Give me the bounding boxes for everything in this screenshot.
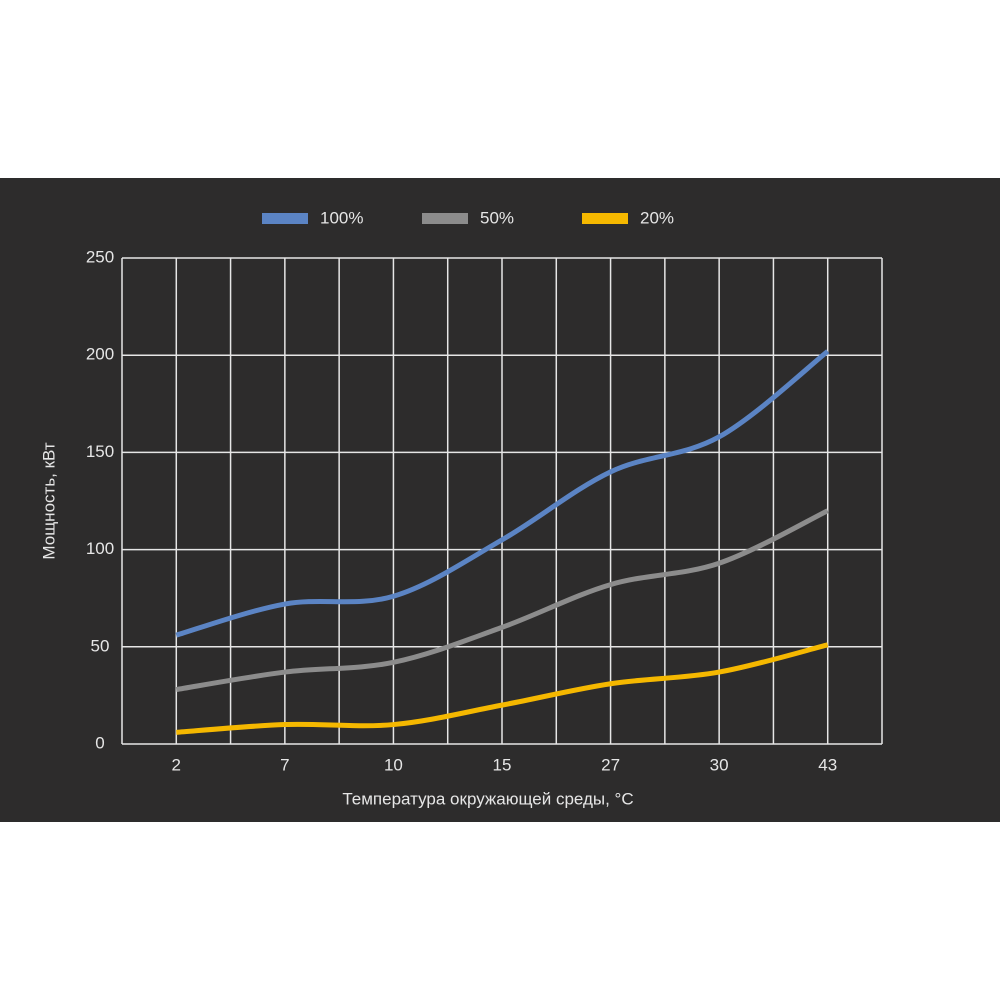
legend-swatch [422, 213, 468, 224]
y-tick-label: 250 [86, 247, 114, 266]
y-tick-label: 50 [91, 636, 110, 655]
legend-swatch [582, 213, 628, 224]
x-tick-label: 15 [493, 755, 512, 774]
y-tick-label: 100 [86, 539, 114, 558]
x-tick-label: 43 [818, 755, 837, 774]
legend-swatch [262, 213, 308, 224]
legend-label: 100% [320, 208, 363, 227]
y-axis-label: Мощность, кВт [39, 442, 58, 559]
y-tick-label: 150 [86, 442, 114, 461]
x-tick-label: 10 [384, 755, 403, 774]
x-tick-label: 7 [280, 755, 289, 774]
chart-background [0, 178, 1000, 822]
y-tick-label: 200 [86, 345, 114, 364]
legend-label: 50% [480, 208, 514, 227]
legend-label: 20% [640, 208, 674, 227]
x-axis-label: Температура окружающей среды, °C [342, 789, 633, 808]
x-tick-label: 27 [601, 755, 620, 774]
y-tick-label: 0 [95, 733, 104, 752]
x-tick-label: 30 [710, 755, 729, 774]
x-tick-label: 2 [172, 755, 181, 774]
